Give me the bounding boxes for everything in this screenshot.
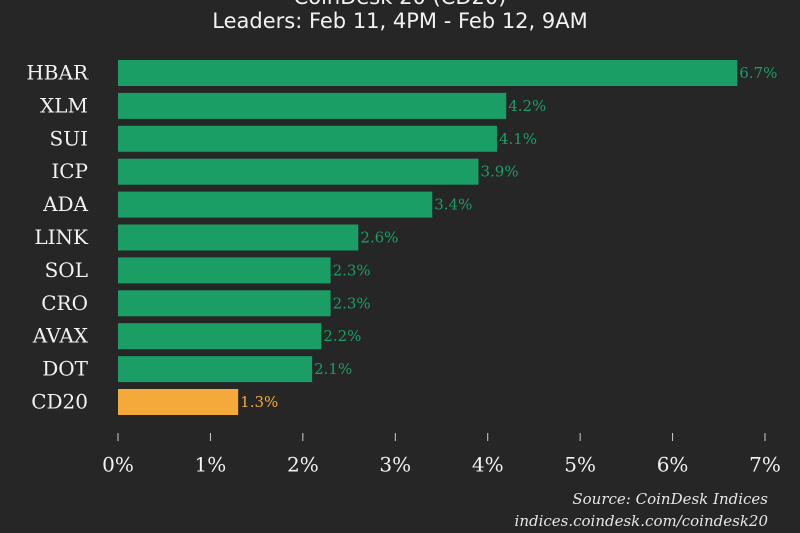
x-tick-label: 3%: [379, 453, 411, 477]
y-tick-label: DOT: [42, 357, 88, 381]
value-label: 4.1%: [499, 130, 537, 148]
value-label: 2.1%: [314, 360, 352, 378]
value-label: 2.3%: [333, 294, 371, 312]
x-tick-label: 2%: [287, 453, 319, 477]
y-tick-label: AVAX: [32, 324, 89, 348]
y-tick-label: ADA: [42, 192, 88, 216]
y-tick-label: HBAR: [26, 61, 89, 85]
chart-subtitle: Leaders: Feb 11, 4PM - Feb 12, 9AM: [212, 9, 587, 33]
value-label: 2.6%: [360, 229, 398, 247]
value-label: 6.7%: [739, 64, 777, 82]
chart-title: CoinDesk 20 (CD20): [294, 0, 507, 9]
value-label: 3.4%: [434, 196, 472, 214]
y-tick-label: SUI: [50, 126, 88, 150]
y-tick-label: SOL: [45, 258, 88, 282]
bar: [118, 92, 507, 119]
y-tick-label: LINK: [34, 225, 89, 249]
value-label: 3.9%: [480, 163, 518, 181]
bar: [118, 125, 497, 152]
y-tick-label: XLM: [40, 93, 88, 117]
x-tick-label: 0%: [102, 453, 134, 477]
bar: [118, 257, 331, 284]
x-tick-label: 4%: [472, 453, 504, 477]
bar: [118, 290, 331, 317]
y-tick-label: ICP: [51, 159, 88, 183]
x-tick-label: 1%: [195, 453, 227, 477]
y-tick-label: CD20: [31, 390, 88, 414]
value-label: 2.2%: [323, 327, 361, 345]
x-tick-label: 7%: [749, 453, 781, 477]
value-label: 1.3%: [240, 393, 278, 411]
source: Source: CoinDesk Indices: [572, 490, 768, 508]
bar: [118, 323, 322, 350]
bar: [118, 389, 239, 415]
bar: [118, 60, 738, 86]
value-label: 4.2%: [508, 97, 546, 115]
bar: [118, 158, 479, 185]
source-url: indices.coindesk.com/coindesk20: [515, 512, 769, 530]
value-label: 2.3%: [333, 261, 371, 279]
bar: [118, 191, 433, 218]
x-tick-label: 6%: [657, 453, 689, 477]
bar: [118, 356, 313, 383]
x-tick-label: 5%: [564, 453, 596, 477]
bar: [118, 224, 359, 251]
y-tick-label: CRO: [41, 291, 88, 315]
